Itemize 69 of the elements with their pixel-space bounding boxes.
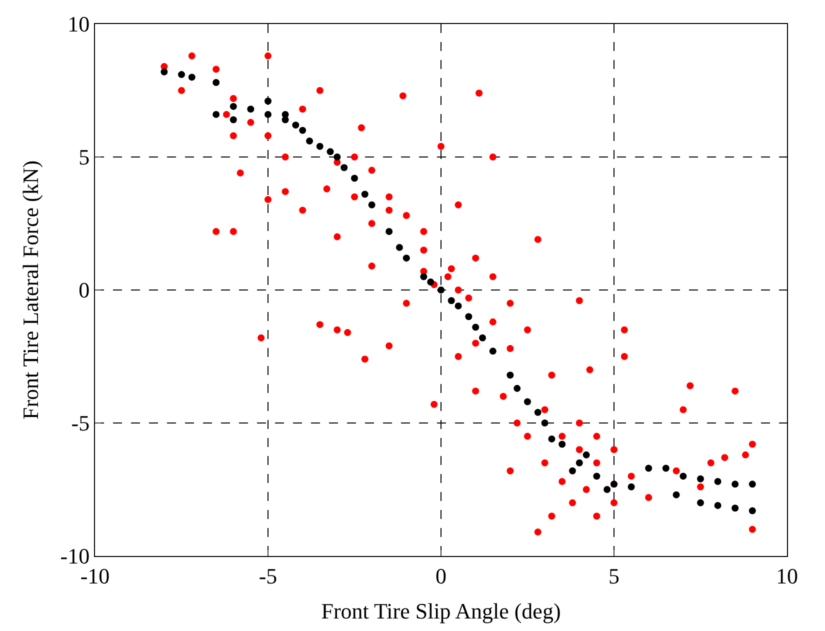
point xyxy=(541,420,548,426)
point xyxy=(282,110,289,118)
point xyxy=(264,110,272,118)
point xyxy=(697,499,704,506)
point xyxy=(645,464,652,472)
point xyxy=(292,122,300,129)
point xyxy=(316,142,324,150)
point xyxy=(732,504,739,512)
point xyxy=(576,459,583,466)
point xyxy=(230,116,237,124)
x-tick-label: 5 xyxy=(608,563,620,588)
point xyxy=(264,98,272,105)
point xyxy=(178,71,185,78)
point xyxy=(714,502,722,509)
point xyxy=(748,507,756,514)
point xyxy=(160,68,168,76)
point xyxy=(506,372,514,379)
point xyxy=(514,384,521,392)
point xyxy=(558,440,566,448)
point xyxy=(230,102,237,110)
point xyxy=(427,278,434,286)
point xyxy=(212,79,220,86)
x-tick-label: 0 xyxy=(436,563,446,588)
point xyxy=(748,480,756,488)
point xyxy=(438,286,444,294)
point xyxy=(568,467,576,474)
point xyxy=(299,126,306,134)
point xyxy=(662,464,670,472)
x-tick-label: 10 xyxy=(776,563,798,588)
point xyxy=(604,486,611,493)
point xyxy=(672,491,680,498)
y-tick-label: 5 xyxy=(78,144,90,170)
y-axis-title: Front Tire Lateral Force (kN) xyxy=(18,160,44,420)
point xyxy=(351,174,358,182)
point xyxy=(472,324,480,331)
point xyxy=(479,334,486,342)
point xyxy=(489,348,496,355)
point xyxy=(361,190,368,198)
point xyxy=(714,478,722,486)
point xyxy=(448,297,455,304)
point xyxy=(247,106,254,113)
point xyxy=(326,148,334,156)
point xyxy=(534,408,542,416)
point xyxy=(582,451,590,458)
point xyxy=(524,398,531,406)
point xyxy=(188,74,196,81)
point xyxy=(386,228,393,235)
x-axis-title: Front Tire Slip Angle (deg) xyxy=(321,598,561,624)
y-tick-label: 10 xyxy=(68,12,90,37)
point xyxy=(420,273,428,280)
y-tick-label: 0 xyxy=(78,278,90,303)
point xyxy=(465,313,472,320)
point xyxy=(340,164,348,172)
point xyxy=(368,201,376,208)
point xyxy=(212,110,220,118)
point xyxy=(593,472,600,480)
point xyxy=(306,138,314,145)
point xyxy=(680,472,687,480)
point xyxy=(548,435,556,442)
point xyxy=(732,480,739,488)
point xyxy=(334,154,341,160)
y-tick-label: -10 xyxy=(60,544,90,569)
point xyxy=(697,475,704,482)
point xyxy=(396,244,403,251)
point xyxy=(454,302,462,310)
point xyxy=(402,254,410,262)
point xyxy=(628,483,635,490)
y-tick-label: -5 xyxy=(71,410,90,436)
x-tick-label: -5 xyxy=(258,563,278,588)
